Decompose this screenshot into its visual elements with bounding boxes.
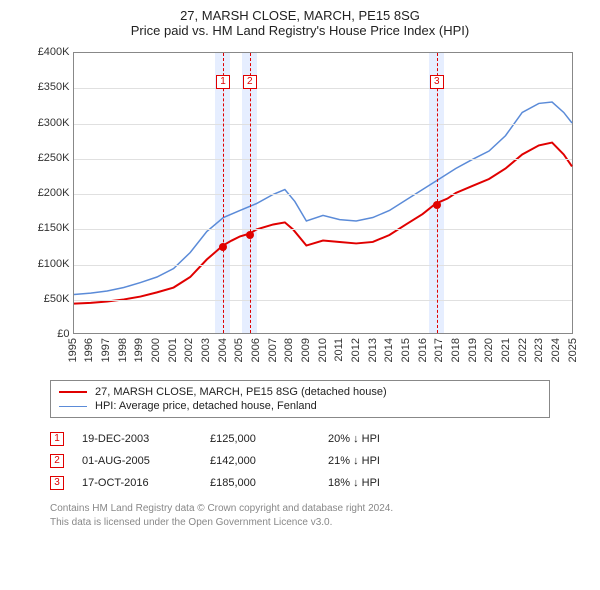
event-id-marker: 3 [50, 476, 64, 490]
event-row: 3 17-OCT-2016 £185,000 18% ↓ HPI [50, 472, 550, 494]
sale-dot [219, 243, 227, 251]
event-date: 01-AUG-2005 [82, 455, 192, 467]
plot-region: 12 3 [73, 52, 573, 334]
x-tick-label: 2001 [167, 338, 179, 362]
y-tick-label: £200K [25, 187, 70, 199]
x-tick-label: 2015 [400, 338, 412, 362]
x-tick-label: 2005 [233, 338, 245, 362]
y-tick-label: £350K [25, 81, 70, 93]
x-tick-label: 2009 [300, 338, 312, 362]
events-table: 1 19-DEC-2003 £125,000 20% ↓ HPI 2 01-AUG-200… [50, 428, 550, 494]
x-tick-label: 1995 [67, 338, 79, 362]
chart-area: 12 3 £0 £50K £100K £150K £200K £250K £300K £350K… [23, 44, 578, 374]
gridline-h [74, 194, 572, 195]
legend-row: 27, MARSH CLOSE, MARCH, PE15 8SG (detach… [59, 385, 541, 399]
x-tick-label: 2022 [517, 338, 529, 362]
event-date: 17-OCT-2016 [82, 477, 192, 489]
event-vline [250, 53, 251, 333]
chart-container: 27, MARSH CLOSE, MARCH, PE15 8SG Price p… [0, 0, 600, 590]
y-tick-label: £250K [25, 152, 70, 164]
x-tick-label: 2024 [550, 338, 562, 362]
gridline-h [74, 124, 572, 125]
sale-dot [246, 231, 254, 239]
event-price: £185,000 [210, 477, 310, 489]
x-tick-label: 2017 [433, 338, 445, 362]
event-row: 1 19-DEC-2003 £125,000 20% ↓ HPI [50, 428, 550, 450]
y-tick-label: £0 [25, 328, 70, 340]
y-tick-label: £300K [25, 117, 70, 129]
x-tick-label: 2018 [450, 338, 462, 362]
x-tick-label: 2000 [150, 338, 162, 362]
event-pct: 18% ↓ HPI [328, 477, 438, 489]
footer-line2: This data is licensed under the Open Gov… [50, 516, 550, 530]
y-tick-label: £400K [25, 46, 70, 58]
x-tick-label: 1998 [117, 338, 129, 362]
event-marker-3: 3 [430, 75, 444, 89]
event-row: 2 01-AUG-2005 £142,000 21% ↓ HPI [50, 450, 550, 472]
y-tick-label: £50K [25, 293, 70, 305]
event-marker-2: 2 [243, 75, 257, 89]
legend-label: HPI: Average price, detached house, Fenl… [95, 400, 317, 412]
event-marker-1: 1 [216, 75, 230, 89]
x-tick-label: 2023 [533, 338, 545, 362]
event-id-marker: 2 [50, 454, 64, 468]
footer-attribution: Contains HM Land Registry data © Crown c… [50, 502, 550, 529]
chart-title-line2: Price paid vs. HM Land Registry's House … [0, 23, 600, 38]
x-tick-label: 2020 [483, 338, 495, 362]
x-tick-label: 2008 [283, 338, 295, 362]
gridline-h [74, 300, 572, 301]
event-price: £125,000 [210, 433, 310, 445]
x-tick-label: 2021 [500, 338, 512, 362]
x-tick-label: 2003 [200, 338, 212, 362]
sale-dot [433, 201, 441, 209]
event-pct: 21% ↓ HPI [328, 455, 438, 467]
x-tick-label: 2016 [417, 338, 429, 362]
legend-row: HPI: Average price, detached house, Fenl… [59, 399, 541, 413]
x-tick-label: 2010 [317, 338, 329, 362]
x-tick-label: 2002 [183, 338, 195, 362]
x-tick-label: 1997 [100, 338, 112, 362]
series-svg [74, 53, 572, 333]
event-vline [437, 53, 438, 333]
gridline-h [74, 229, 572, 230]
x-tick-label: 1999 [133, 338, 145, 362]
event-id-marker: 1 [50, 432, 64, 446]
gridline-h [74, 159, 572, 160]
y-tick-label: £100K [25, 258, 70, 270]
x-tick-label: 2004 [217, 338, 229, 362]
gridline-h [74, 88, 572, 89]
chart-title-line1: 27, MARSH CLOSE, MARCH, PE15 8SG [0, 8, 600, 23]
footer-line1: Contains HM Land Registry data © Crown c… [50, 502, 550, 516]
x-tick-label: 1996 [83, 338, 95, 362]
gridline-h [74, 265, 572, 266]
event-price: £142,000 [210, 455, 310, 467]
x-tick-label: 2006 [250, 338, 262, 362]
y-tick-label: £150K [25, 222, 70, 234]
event-vline [223, 53, 224, 333]
legend-swatch [59, 391, 87, 393]
x-tick-label: 2025 [567, 338, 579, 362]
series-hpi [74, 102, 572, 294]
legend-label: 27, MARSH CLOSE, MARCH, PE15 8SG (detach… [95, 386, 387, 398]
legend-swatch [59, 406, 87, 407]
legend: 27, MARSH CLOSE, MARCH, PE15 8SG (detach… [50, 380, 550, 418]
event-pct: 20% ↓ HPI [328, 433, 438, 445]
x-tick-label: 2014 [383, 338, 395, 362]
x-tick-label: 2013 [367, 338, 379, 362]
x-tick-label: 2011 [333, 338, 345, 362]
x-tick-label: 2007 [267, 338, 279, 362]
x-tick-label: 2012 [350, 338, 362, 362]
x-tick-label: 2019 [467, 338, 479, 362]
event-date: 19-DEC-2003 [82, 433, 192, 445]
